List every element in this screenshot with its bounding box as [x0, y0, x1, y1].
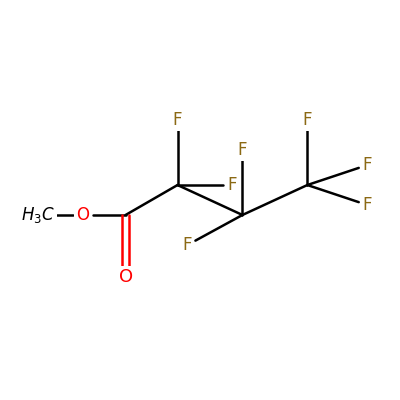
- Text: F: F: [362, 156, 372, 174]
- Text: F: F: [362, 196, 372, 214]
- Text: $H_3C$: $H_3C$: [21, 205, 55, 225]
- Text: O: O: [76, 206, 89, 224]
- Text: O: O: [118, 268, 133, 286]
- Text: F: F: [173, 111, 182, 129]
- Text: F: F: [302, 111, 312, 129]
- Text: F: F: [228, 176, 237, 194]
- Text: F: F: [238, 141, 247, 159]
- Text: F: F: [183, 236, 192, 254]
